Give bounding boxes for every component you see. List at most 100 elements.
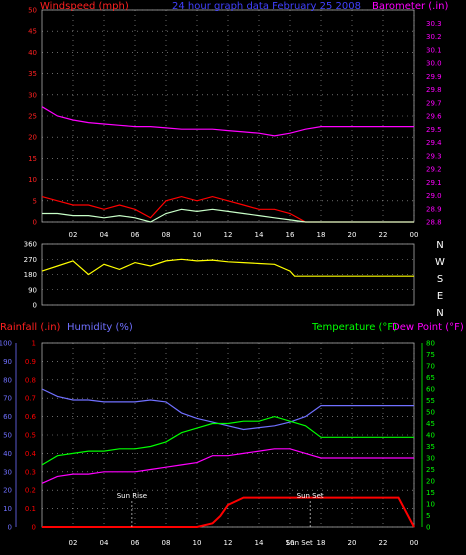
x-tick-label: 02: [69, 539, 78, 547]
y-tick-label-right: 29.9: [426, 73, 442, 81]
y-tick-label: 360: [24, 241, 37, 249]
x-tick-label: 10: [193, 539, 202, 547]
temp-tick-label: 35: [426, 443, 435, 451]
x-tick-label: 22: [379, 231, 388, 239]
x-tick-label: 20: [348, 539, 357, 547]
y-tick-label: 270: [24, 256, 37, 264]
series-direction: [41, 258, 414, 277]
humidity-tick-label: 80: [3, 376, 12, 384]
y-tick-label-right: 29.5: [426, 126, 442, 134]
rain-tick-label: 0.8: [25, 376, 36, 384]
temp-tick-label: 45: [426, 420, 435, 428]
baro-label: Barometer (.in): [372, 1, 449, 12]
temp-tick-label: 75: [426, 351, 435, 359]
y-tick-label: 180: [24, 271, 37, 279]
series-gust: [41, 195, 414, 223]
compass-label: S: [437, 274, 443, 285]
humidity-tick-label: 40: [3, 450, 12, 458]
y-tick-label-right: 29.0: [426, 192, 442, 200]
x-tick-label: 22: [379, 539, 388, 547]
x-tick-label: 04: [100, 231, 109, 239]
temp-tick-label: 30: [426, 455, 435, 463]
sunset-axis-label: Sun Set: [286, 539, 313, 547]
sunset-label: Sun Set: [297, 492, 324, 500]
x-tick-label: 02: [69, 231, 78, 239]
temp-tick-label: 65: [426, 374, 435, 382]
x-tick-label: 20: [348, 231, 357, 239]
series-humidity-: [41, 388, 414, 431]
x-tick-label: 04: [100, 539, 109, 547]
compass-label: N: [436, 308, 443, 319]
x-tick-label: 16: [286, 539, 295, 547]
x-tick-label: 08: [162, 231, 171, 239]
humidity-tick-label: 10: [3, 505, 12, 513]
x-tick-label: 06: [131, 539, 140, 547]
rain-tick-label: 0.2: [25, 487, 36, 495]
rain-tick-label: 0.7: [25, 395, 36, 403]
y-tick-label-left: 25: [28, 113, 37, 121]
x-tick-label: 18: [317, 231, 326, 239]
wind-baro-panel: 02 04 06 08 10 12 14 16 18 20 22 000510152025303540…: [28, 7, 442, 240]
y-tick-label-right: 29.3: [426, 152, 442, 160]
dew-label: Dew Point (°F): [392, 322, 464, 333]
humidity-tick-label: 60: [3, 413, 12, 421]
temp-tick-label: 15: [426, 489, 435, 497]
y-tick-label-right: 29.4: [426, 139, 442, 147]
y-tick-label-right: 30.2: [426, 33, 442, 41]
y-tick-label-left: 30: [28, 91, 37, 99]
compass-label: W: [435, 257, 445, 268]
plot-frame: [41, 9, 415, 223]
temp-tick-label: 60: [426, 386, 435, 394]
x-tick-label: 14: [255, 231, 264, 239]
rain-tick-label: 0.3: [25, 468, 36, 476]
temp-tick-label: 10: [426, 501, 435, 509]
y-tick-label-right: 30.1: [426, 46, 442, 54]
rain-tick-label: 0.4: [25, 450, 37, 458]
compass-label: E: [437, 291, 443, 302]
x-tick-label: 14: [255, 539, 264, 547]
temp-tick-label: 25: [426, 466, 435, 474]
y-tick-label: 90: [28, 286, 37, 294]
y-tick-label: 0: [33, 302, 37, 310]
y-tick-label-left: 35: [28, 70, 37, 78]
humidity-label: Humidity (%): [67, 322, 133, 333]
rain-humidity-temp-panel: 02 04 06 08 10 12 14 16 18 20 22 000102030405060708…: [0, 340, 435, 548]
humidity-tick-label: 20: [3, 487, 12, 495]
y-tick-label-right: 29.6: [426, 113, 442, 121]
y-tick-label-right: 30.3: [426, 20, 442, 28]
y-tick-label-left: 20: [28, 134, 37, 142]
x-tick-label: 00: [410, 231, 419, 239]
rain-tick-label: 0.6: [25, 413, 37, 421]
y-tick-label-right: 29.8: [426, 86, 442, 94]
graph-title: 24 hour graph data February 25 2008: [172, 1, 361, 12]
plot-frame: [41, 243, 415, 306]
humidity-tick-label: 50: [3, 432, 12, 440]
rain-label: Rainfall (.in): [0, 322, 61, 333]
temp-label: Temperature (°F): [312, 322, 398, 333]
x-tick-label: 06: [131, 231, 140, 239]
temp-tick-label: 70: [426, 363, 435, 371]
y-tick-label-left: 10: [28, 176, 37, 184]
y-tick-label-left: 15: [28, 155, 37, 163]
x-tick-label: 00: [410, 539, 419, 547]
temp-tick-label: 50: [426, 409, 435, 417]
humidity-tick-label: 30: [3, 468, 12, 476]
y-tick-label-left: 5: [33, 197, 37, 205]
rain-tick-label: 0.1: [25, 505, 36, 513]
x-tick-label: 08: [162, 539, 171, 547]
y-tick-label-left: 50: [28, 7, 37, 15]
temp-tick-label: 40: [426, 432, 435, 440]
y-tick-label-right: 29.2: [426, 166, 442, 174]
rain-tick-label: 0.5: [25, 432, 36, 440]
y-tick-label-right: 29.7: [426, 99, 442, 107]
series-average: [42, 208, 414, 223]
x-tick-label: 16: [286, 231, 295, 239]
y-tick-label-left: 40: [28, 49, 37, 57]
series-rainfall-in-: [42, 496, 415, 528]
series-barometer-in-: [41, 106, 414, 137]
temp-tick-label: 20: [426, 478, 435, 486]
x-tick-label: 10: [193, 231, 202, 239]
rain-tick-label: 0: [32, 524, 36, 532]
